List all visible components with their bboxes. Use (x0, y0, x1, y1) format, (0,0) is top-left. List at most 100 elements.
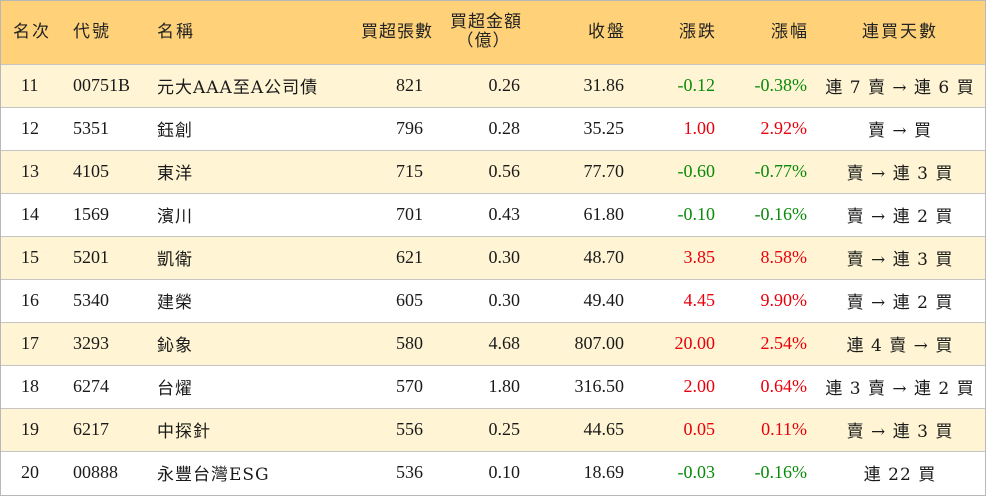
table-row: 13 4105 東洋 715 0.56 77.70 -0.60 -0.77% 賣… (1, 150, 985, 193)
header-net-buy-amount-line1: 買超金額 (450, 12, 522, 33)
cell-change: 0.05 (683, 419, 716, 439)
cell-net-buy-amount: 0.30 (488, 290, 521, 310)
cell-consecutive-buy-days: 賣 → 連 3 買 (846, 250, 954, 270)
cell-net-buy-volume: 556 (396, 419, 423, 439)
cell-name: 元大AAA至A公司債 (157, 78, 319, 98)
cell-code: 4105 (73, 161, 109, 181)
cell-change-pct: 9.90% (760, 290, 808, 310)
cell-net-buy-volume: 570 (396, 376, 423, 396)
cell-code: 5201 (73, 247, 109, 267)
cell-rank: 16 (21, 290, 39, 310)
cell-close: 48.70 (583, 247, 625, 267)
header-code: 代號 (73, 21, 111, 42)
header-rank: 名次 (13, 21, 51, 42)
header-name: 名稱 (157, 21, 195, 42)
cell-net-buy-amount: 0.10 (488, 462, 521, 483)
cell-net-buy-amount: 0.43 (488, 204, 521, 224)
cell-change: 4.45 (683, 290, 716, 310)
cell-change: -0.12 (677, 75, 716, 95)
cell-consecutive-buy-days: 賣 → 連 2 買 (846, 293, 954, 313)
cell-close: 807.00 (574, 333, 625, 353)
cell-consecutive-buy-days: 賣 → 連 2 買 (846, 207, 954, 227)
cell-change-pct: 0.64% (760, 376, 808, 396)
table-row: 18 6274 台燿 570 1.80 316.50 2.00 0.64% 連 … (1, 365, 985, 408)
header-consecutive-buy-days: 連買天數 (862, 21, 938, 42)
cell-net-buy-volume: 536 (396, 462, 423, 483)
cell-consecutive-buy-days: 賣 → 連 3 買 (846, 422, 954, 442)
header-change: 漲跌 (679, 21, 717, 42)
cell-change: -0.60 (677, 161, 716, 181)
cell-change-pct: 0.11% (761, 419, 807, 439)
cell-net-buy-volume: 701 (396, 204, 423, 224)
cell-net-buy-volume: 821 (396, 75, 423, 95)
table-row: 16 5340 建榮 605 0.30 49.40 4.45 9.90% 賣 →… (1, 279, 985, 322)
cell-code: 3293 (73, 333, 109, 353)
cell-name: 鈺創 (157, 121, 193, 141)
cell-close: 316.50 (574, 376, 625, 396)
cell-change: -0.03 (677, 462, 716, 483)
cell-code: 5351 (73, 118, 109, 138)
cell-consecutive-buy-days: 賣 → 連 3 買 (846, 164, 954, 184)
cell-close: 31.86 (583, 75, 625, 95)
cell-change-pct: -0.38% (754, 75, 808, 95)
table-row: 12 5351 鈺創 796 0.28 35.25 1.00 2.92% 賣 →… (1, 107, 985, 150)
header-net-buy-volume: 買超張數 (361, 21, 433, 42)
header-net-buy-amount: 買超金額 （億） (435, 1, 536, 64)
cell-code: 6217 (73, 419, 109, 439)
cell-rank: 17 (21, 333, 39, 353)
cell-net-buy-amount: 0.26 (488, 75, 521, 95)
cell-close: 44.65 (583, 419, 625, 439)
table-row: 20 00888 永豐台灣ESG 536 0.10 18.69 -0.03 -0… (1, 451, 985, 494)
cell-net-buy-amount: 0.56 (488, 161, 521, 181)
cell-code: 00751B (73, 75, 131, 95)
cell-net-buy-volume: 605 (396, 290, 423, 310)
cell-name: 鈊象 (157, 336, 193, 356)
cell-name: 永豐台灣ESG (157, 465, 270, 486)
cell-net-buy-amount: 4.68 (488, 333, 521, 353)
cell-net-buy-amount: 0.30 (488, 247, 521, 267)
cell-rank: 14 (21, 204, 39, 224)
cell-change-pct: -0.16% (754, 462, 808, 483)
cell-consecutive-buy-days: 連 4 賣 → 買 (846, 336, 954, 356)
cell-change-pct: -0.16% (754, 204, 808, 224)
cell-net-buy-volume: 715 (396, 161, 423, 181)
cell-net-buy-volume: 580 (396, 333, 423, 353)
cell-name: 建榮 (157, 293, 193, 313)
cell-change-pct: 2.92% (760, 118, 808, 138)
table-body: 11 00751B 元大AAA至A公司債 821 0.26 31.86 -0.1… (1, 64, 985, 494)
table-row: 14 1569 濱川 701 0.43 61.80 -0.10 -0.16% 賣… (1, 193, 985, 236)
header-close: 收盤 (588, 21, 626, 42)
cell-code: 1569 (73, 204, 109, 224)
cell-name: 中探針 (157, 422, 211, 442)
cell-consecutive-buy-days: 連 3 賣 → 連 2 買 (825, 379, 975, 399)
cell-net-buy-amount: 1.80 (488, 376, 521, 396)
cell-rank: 12 (21, 118, 39, 138)
header-change-pct: 漲幅 (771, 21, 809, 42)
cell-close: 49.40 (583, 290, 625, 310)
table-header: 名次 代號 名稱 買超張數 買超金額 （億） 收盤 漲跌 漲幅 連買天數 (1, 1, 985, 64)
table-row: 11 00751B 元大AAA至A公司債 821 0.26 31.86 -0.1… (1, 64, 985, 107)
cell-change: 3.85 (683, 247, 716, 267)
table-row: 19 6217 中探針 556 0.25 44.65 0.05 0.11% 賣 … (1, 408, 985, 451)
cell-net-buy-amount: 0.28 (488, 118, 521, 138)
cell-close: 18.69 (583, 462, 625, 483)
cell-code: 00888 (73, 462, 118, 483)
cell-change-pct: -0.77% (754, 161, 808, 181)
cell-code: 6274 (73, 376, 109, 396)
cell-net-buy-amount: 0.25 (488, 419, 521, 439)
cell-consecutive-buy-days: 連 7 賣 → 連 6 買 (825, 78, 975, 98)
cell-net-buy-volume: 796 (396, 118, 423, 138)
cell-net-buy-volume: 621 (396, 247, 423, 267)
cell-name: 凱衛 (157, 250, 193, 270)
cell-change: 20.00 (674, 333, 716, 353)
cell-code: 5340 (73, 290, 109, 310)
cell-rank: 11 (21, 75, 39, 95)
cell-name: 東洋 (157, 164, 193, 184)
table-row: 17 3293 鈊象 580 4.68 807.00 20.00 2.54% 連… (1, 322, 985, 365)
cell-name: 濱川 (157, 207, 193, 227)
cell-change: 1.00 (683, 118, 716, 138)
cell-close: 77.70 (583, 161, 625, 181)
cell-rank: 13 (21, 161, 39, 181)
